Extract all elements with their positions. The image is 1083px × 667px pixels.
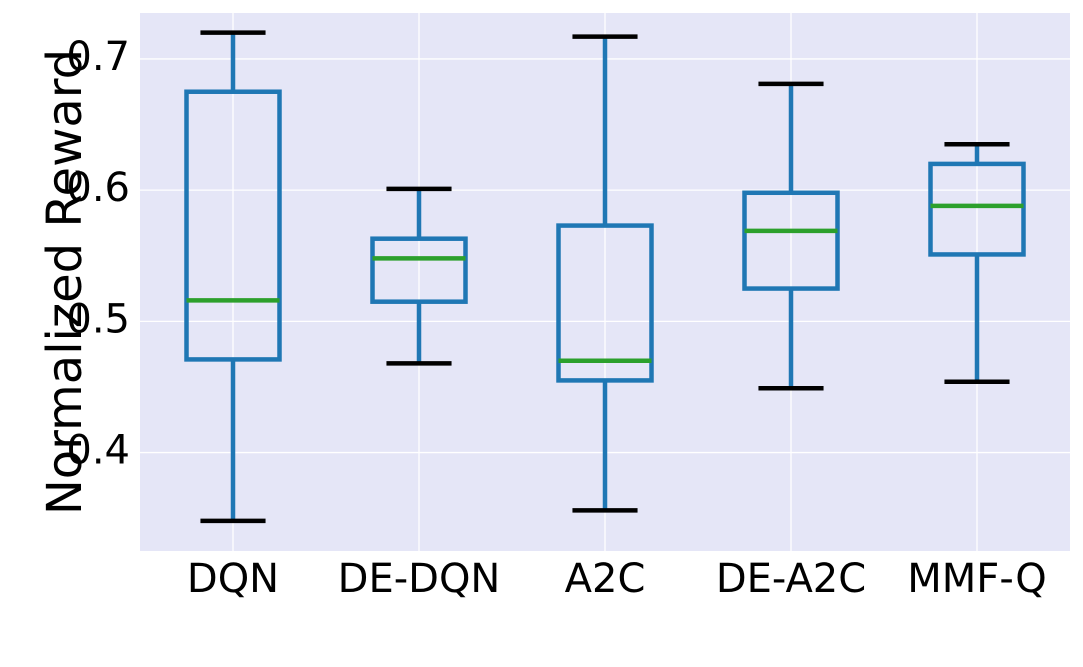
x-tick-label: MMF-Q [907,556,1046,602]
x-tick-label: DE-DQN [338,556,501,602]
x-tick-label: A2C [565,556,646,602]
y-axis-label: Normalized Reward [37,49,93,515]
box-group-de-dqn [370,186,468,366]
box-group-dqn [184,30,282,524]
iqr-box [742,190,840,291]
x-tick-label: DE-A2C [716,556,866,602]
box-group-de-a2c [742,81,840,391]
box-group-mmf-q [928,141,1026,384]
y-tick-label: 0.7 [66,34,130,80]
y-tick-label: 0.4 [66,428,130,474]
x-tick-label: DQN [187,556,279,602]
x-axis-ticks: DQN DE-DQN A2C DE-A2C MMF-Q [187,556,1047,602]
iqr-box [928,161,1026,257]
box-group-a2c [556,34,654,513]
box-series [184,30,1026,524]
y-tick-label: 0.5 [66,296,130,342]
iqr-box [370,236,468,304]
iqr-box [556,223,654,383]
iqr-box [184,89,282,362]
y-tick-label: 0.6 [66,165,130,211]
y-axis-ticks: 0.4 0.5 0.6 0.7 [66,34,130,474]
